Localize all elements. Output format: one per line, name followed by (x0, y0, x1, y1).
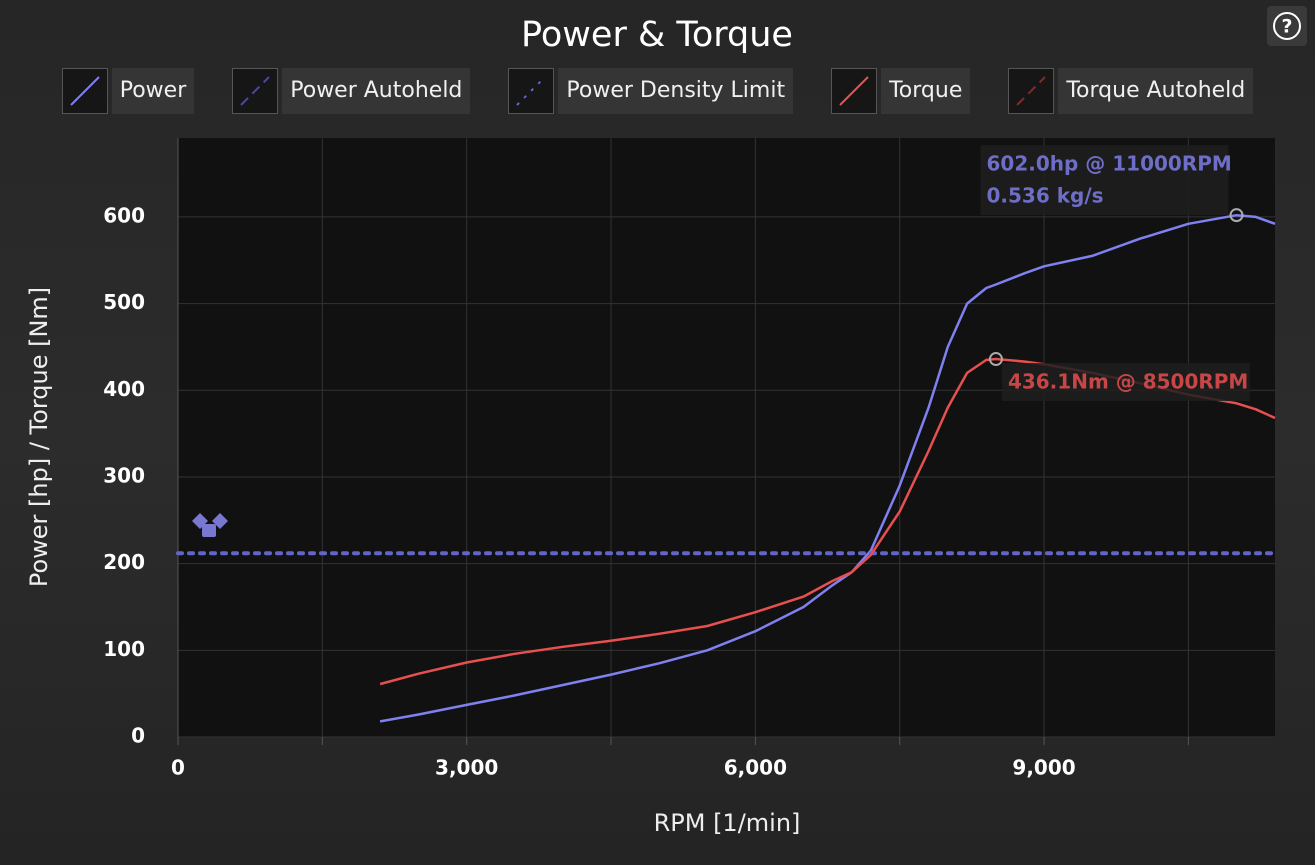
annotation-text: 0.536 kg/s (987, 184, 1104, 208)
legend-swatch (508, 68, 555, 114)
legend-swatch (1008, 68, 1055, 114)
y-tick-label: 0 (131, 724, 145, 748)
y-tick-label: 600 (103, 203, 145, 227)
legend-label: Power Autoheld (282, 68, 471, 114)
legend-line (70, 76, 100, 106)
x-axis-label: RPM [1/min] (654, 809, 801, 837)
y-tick-label: 500 (103, 290, 145, 314)
annotation-box (1001, 363, 1250, 402)
y-tick-label: 100 (103, 637, 145, 661)
legend-line (839, 76, 869, 106)
legend-label: Torque (881, 68, 971, 114)
y-axis-label: Power [hp] / Torque [Nm] (25, 287, 53, 587)
peak-marker (1229, 208, 1244, 223)
annotation-box (980, 145, 1229, 216)
legend: Power Power Autoheld Power Density Limit To… (0, 68, 1315, 114)
legend-line (1016, 76, 1047, 106)
y-tick-label: 400 (103, 377, 145, 401)
annotation-text: 436.1Nm @ 8500RPM (1008, 370, 1248, 394)
legend-line (240, 76, 270, 106)
chart-title: Power & Torque (521, 15, 793, 55)
y-tick-label: 300 (103, 463, 145, 487)
annotation-text: 602.0hp @ 11000RPM (987, 152, 1232, 176)
series-line (379, 213, 1276, 723)
x-tick-label: 6,000 (724, 756, 787, 780)
lock-icon (192, 513, 228, 537)
legend-line (516, 76, 547, 106)
x-tick-label: 0 (171, 756, 185, 780)
plot-area (178, 138, 1275, 737)
x-tick-label: 9,000 (1012, 756, 1075, 780)
y-tick-label: 200 (103, 550, 145, 574)
legend-item[interactable]: Power (61, 68, 195, 114)
legend-swatch (61, 68, 108, 114)
legend-swatch (232, 68, 279, 114)
legend-label: Power Density Limit (558, 68, 794, 114)
legend-item[interactable]: Torque (831, 68, 971, 114)
legend-item[interactable]: Power Autoheld (232, 68, 471, 114)
legend-label: Torque Autoheld (1058, 68, 1254, 114)
peak-marker (988, 352, 1003, 367)
legend-label: Power (111, 68, 195, 114)
svg-text:?: ? (1281, 16, 1292, 38)
legend-swatch (831, 68, 878, 114)
help-button[interactable]: ? (1267, 6, 1307, 46)
legend-item[interactable]: Power Density Limit (508, 68, 794, 114)
x-tick-label: 3,000 (435, 756, 498, 780)
legend-item[interactable]: Torque Autoheld (1008, 68, 1254, 114)
